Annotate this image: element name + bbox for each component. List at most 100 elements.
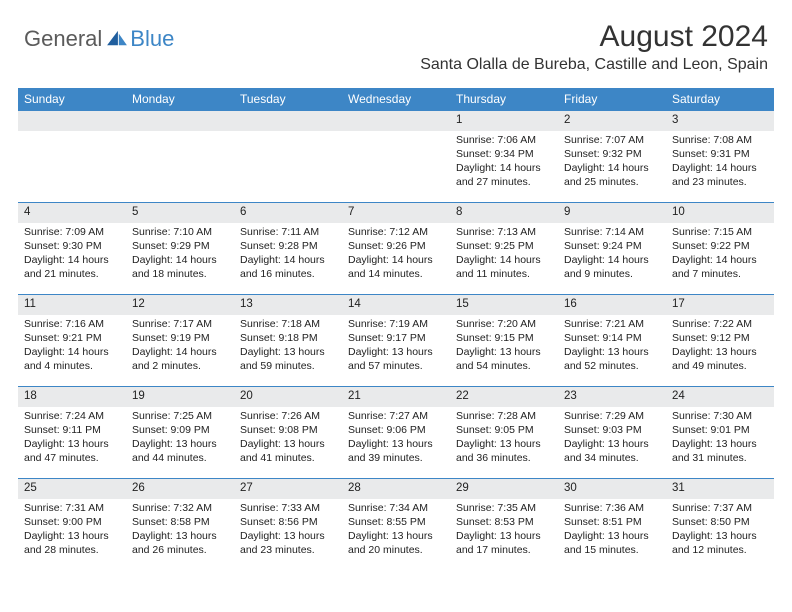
daylight-text: Daylight: 13 hours and 49 minutes. (672, 345, 768, 373)
day-details: Sunrise: 7:34 AMSunset: 8:55 PMDaylight:… (342, 499, 450, 562)
calendar-day-cell: 12Sunrise: 7:17 AMSunset: 9:19 PMDayligh… (126, 294, 234, 386)
daylight-text: Daylight: 14 hours and 27 minutes. (456, 161, 552, 189)
month-title: August 2024 (420, 20, 768, 54)
day-number: 9 (558, 202, 666, 223)
sunset-text: Sunset: 9:01 PM (672, 423, 768, 437)
day-number: 21 (342, 386, 450, 407)
sunrise-text: Sunrise: 7:21 AM (564, 317, 660, 331)
sunset-text: Sunset: 9:30 PM (24, 239, 120, 253)
daylight-text: Daylight: 14 hours and 14 minutes. (348, 253, 444, 281)
day-details: Sunrise: 7:10 AMSunset: 9:29 PMDaylight:… (126, 223, 234, 286)
daylight-text: Daylight: 13 hours and 44 minutes. (132, 437, 228, 465)
day-details: Sunrise: 7:35 AMSunset: 8:53 PMDaylight:… (450, 499, 558, 562)
day-details: Sunrise: 7:09 AMSunset: 9:30 PMDaylight:… (18, 223, 126, 286)
sunrise-text: Sunrise: 7:22 AM (672, 317, 768, 331)
calendar-day-cell: 28Sunrise: 7:34 AMSunset: 8:55 PMDayligh… (342, 478, 450, 570)
sunrise-text: Sunrise: 7:29 AM (564, 409, 660, 423)
daylight-text: Daylight: 13 hours and 17 minutes. (456, 529, 552, 557)
day-details: Sunrise: 7:16 AMSunset: 9:21 PMDaylight:… (18, 315, 126, 378)
sunrise-text: Sunrise: 7:09 AM (24, 225, 120, 239)
day-details: Sunrise: 7:08 AMSunset: 9:31 PMDaylight:… (666, 131, 774, 194)
sunset-text: Sunset: 9:14 PM (564, 331, 660, 345)
day-number: 27 (234, 478, 342, 499)
weekday-header-row: Sunday Monday Tuesday Wednesday Thursday… (18, 88, 774, 110)
weekday-header: Monday (126, 88, 234, 110)
sunset-text: Sunset: 9:15 PM (456, 331, 552, 345)
brand-sail-icon (106, 30, 128, 48)
sunrise-text: Sunrise: 7:07 AM (564, 133, 660, 147)
sunrise-text: Sunrise: 7:14 AM (564, 225, 660, 239)
day-number: 25 (18, 478, 126, 499)
sunset-text: Sunset: 9:22 PM (672, 239, 768, 253)
day-details: Sunrise: 7:27 AMSunset: 9:06 PMDaylight:… (342, 407, 450, 470)
daylight-text: Daylight: 14 hours and 16 minutes. (240, 253, 336, 281)
day-number: 7 (342, 202, 450, 223)
calendar-week-row: 4Sunrise: 7:09 AMSunset: 9:30 PMDaylight… (18, 202, 774, 294)
sunset-text: Sunset: 8:55 PM (348, 515, 444, 529)
day-number: 31 (666, 478, 774, 499)
sunrise-text: Sunrise: 7:36 AM (564, 501, 660, 515)
sunrise-text: Sunrise: 7:30 AM (672, 409, 768, 423)
calendar-day-cell: 29Sunrise: 7:35 AMSunset: 8:53 PMDayligh… (450, 478, 558, 570)
daylight-text: Daylight: 14 hours and 7 minutes. (672, 253, 768, 281)
day-details: Sunrise: 7:32 AMSunset: 8:58 PMDaylight:… (126, 499, 234, 562)
calendar-day-cell: 17Sunrise: 7:22 AMSunset: 9:12 PMDayligh… (666, 294, 774, 386)
calendar-day-cell: 8Sunrise: 7:13 AMSunset: 9:25 PMDaylight… (450, 202, 558, 294)
calendar-day-cell: 11Sunrise: 7:16 AMSunset: 9:21 PMDayligh… (18, 294, 126, 386)
sunset-text: Sunset: 9:25 PM (456, 239, 552, 253)
calendar-body: 1Sunrise: 7:06 AMSunset: 9:34 PMDaylight… (18, 110, 774, 570)
calendar-day-cell: 18Sunrise: 7:24 AMSunset: 9:11 PMDayligh… (18, 386, 126, 478)
day-details: Sunrise: 7:22 AMSunset: 9:12 PMDaylight:… (666, 315, 774, 378)
calendar-day-cell: 6Sunrise: 7:11 AMSunset: 9:28 PMDaylight… (234, 202, 342, 294)
calendar-day-cell: 20Sunrise: 7:26 AMSunset: 9:08 PMDayligh… (234, 386, 342, 478)
weekday-header: Wednesday (342, 88, 450, 110)
day-number (234, 110, 342, 131)
calendar-day-cell (126, 110, 234, 202)
day-details: Sunrise: 7:28 AMSunset: 9:05 PMDaylight:… (450, 407, 558, 470)
daylight-text: Daylight: 14 hours and 23 minutes. (672, 161, 768, 189)
day-details: Sunrise: 7:33 AMSunset: 8:56 PMDaylight:… (234, 499, 342, 562)
sunrise-text: Sunrise: 7:10 AM (132, 225, 228, 239)
daylight-text: Daylight: 13 hours and 54 minutes. (456, 345, 552, 373)
daylight-text: Daylight: 13 hours and 28 minutes. (24, 529, 120, 557)
sunrise-text: Sunrise: 7:16 AM (24, 317, 120, 331)
sunrise-text: Sunrise: 7:08 AM (672, 133, 768, 147)
day-details: Sunrise: 7:11 AMSunset: 9:28 PMDaylight:… (234, 223, 342, 286)
sunset-text: Sunset: 9:08 PM (240, 423, 336, 437)
weekday-header: Thursday (450, 88, 558, 110)
calendar-day-cell: 31Sunrise: 7:37 AMSunset: 8:50 PMDayligh… (666, 478, 774, 570)
sunrise-text: Sunrise: 7:11 AM (240, 225, 336, 239)
day-details (18, 131, 126, 137)
calendar-day-cell: 16Sunrise: 7:21 AMSunset: 9:14 PMDayligh… (558, 294, 666, 386)
sunrise-text: Sunrise: 7:25 AM (132, 409, 228, 423)
day-number: 30 (558, 478, 666, 499)
daylight-text: Daylight: 13 hours and 59 minutes. (240, 345, 336, 373)
calendar-day-cell: 27Sunrise: 7:33 AMSunset: 8:56 PMDayligh… (234, 478, 342, 570)
calendar-day-cell: 1Sunrise: 7:06 AMSunset: 9:34 PMDaylight… (450, 110, 558, 202)
weekday-header: Sunday (18, 88, 126, 110)
sunrise-text: Sunrise: 7:20 AM (456, 317, 552, 331)
day-number: 11 (18, 294, 126, 315)
day-number: 8 (450, 202, 558, 223)
sunrise-text: Sunrise: 7:12 AM (348, 225, 444, 239)
day-number: 15 (450, 294, 558, 315)
daylight-text: Daylight: 14 hours and 21 minutes. (24, 253, 120, 281)
calendar-day-cell: 26Sunrise: 7:32 AMSunset: 8:58 PMDayligh… (126, 478, 234, 570)
day-details: Sunrise: 7:15 AMSunset: 9:22 PMDaylight:… (666, 223, 774, 286)
day-number (342, 110, 450, 131)
sunset-text: Sunset: 8:53 PM (456, 515, 552, 529)
calendar-day-cell: 5Sunrise: 7:10 AMSunset: 9:29 PMDaylight… (126, 202, 234, 294)
calendar-day-cell: 30Sunrise: 7:36 AMSunset: 8:51 PMDayligh… (558, 478, 666, 570)
daylight-text: Daylight: 13 hours and 31 minutes. (672, 437, 768, 465)
sunset-text: Sunset: 9:24 PM (564, 239, 660, 253)
day-number: 2 (558, 110, 666, 131)
day-number: 4 (18, 202, 126, 223)
sunrise-text: Sunrise: 7:17 AM (132, 317, 228, 331)
sunset-text: Sunset: 9:19 PM (132, 331, 228, 345)
day-details: Sunrise: 7:18 AMSunset: 9:18 PMDaylight:… (234, 315, 342, 378)
sunset-text: Sunset: 9:09 PM (132, 423, 228, 437)
brand-part1: General (24, 26, 102, 52)
sunset-text: Sunset: 8:51 PM (564, 515, 660, 529)
sunset-text: Sunset: 9:18 PM (240, 331, 336, 345)
daylight-text: Daylight: 14 hours and 25 minutes. (564, 161, 660, 189)
